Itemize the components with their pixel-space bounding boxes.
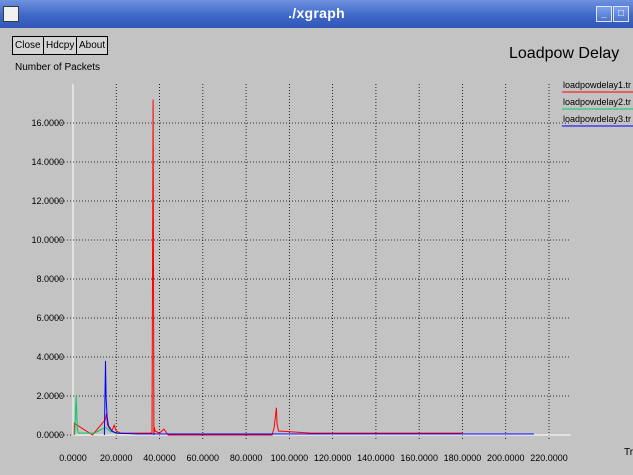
minimize-icon[interactable]: _ (596, 6, 612, 22)
plot-window: Close Hdcpy About Loadpow Delay Number o… (0, 28, 633, 475)
x-axis-label: Tr (624, 447, 633, 458)
x-tick-label: 40.0000 (143, 453, 176, 463)
close-button[interactable]: Close (12, 36, 44, 55)
y-tick-label: 2.0000 (36, 391, 64, 401)
y-tick-label: 8.0000 (36, 274, 64, 284)
legend-label-2: loadpowdelay2.tr (563, 97, 631, 107)
hardcopy-button[interactable]: Hdcpy (43, 36, 78, 55)
window-title: ./xgraph (288, 5, 345, 21)
x-tick-label: 200.0000 (487, 453, 525, 463)
plot-title: Loadpow Delay (509, 45, 620, 62)
x-tick-label: 220.0000 (530, 453, 568, 463)
y-tick-label: 12.0000 (31, 196, 64, 206)
y-tick-label: 6.0000 (36, 313, 64, 323)
y-tick-label: 0.0000 (36, 430, 64, 440)
y-tick-label: 14.0000 (31, 157, 64, 167)
x-tick-label: 60.0000 (187, 453, 220, 463)
series-line-2 (74, 395, 528, 436)
x-tick-label: 180.0000 (444, 453, 482, 463)
series-line-3 (103, 360, 534, 436)
legend-label-1: loadpowdelay1.tr (563, 80, 631, 90)
chart-area: 0.0000 2.0000 4.0000 6.0000 8.0000 10.0000 12.… (31, 80, 633, 463)
legend-label-3: loadpowdelay3.tr (563, 114, 631, 124)
y-tick-label: 16.0000 (31, 118, 64, 128)
window-menu-icon[interactable] (3, 6, 19, 22)
x-tick-label: 100.0000 (271, 453, 309, 463)
title-bar: ./xgraph _ □ (0, 0, 633, 28)
x-tick-label: 140.0000 (357, 453, 395, 463)
x-tick-label: 80.0000 (230, 453, 263, 463)
x-tick-label: 20.0000 (100, 453, 133, 463)
y-tick-label: 10.0000 (31, 235, 64, 245)
y-tick-label: 4.0000 (36, 352, 64, 362)
x-tick-label: 160.0000 (400, 453, 438, 463)
x-tick-label: 120.0000 (314, 453, 352, 463)
about-button[interactable]: About (76, 36, 109, 55)
maximize-icon[interactable]: □ (613, 6, 629, 22)
y-axis-label: Number of Packets (15, 62, 101, 73)
series-line-1 (73, 99, 463, 436)
x-tick-label: 0.0000 (59, 453, 87, 463)
